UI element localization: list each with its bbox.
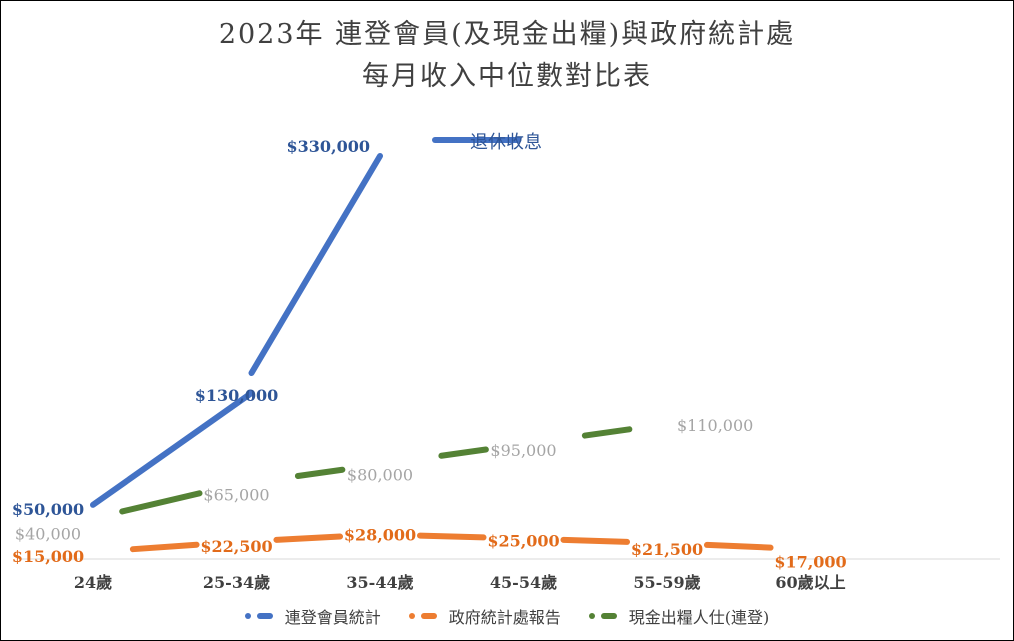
- series-line-segment: [90, 390, 255, 508]
- legend-item: 現金出糧人仕(連登): [588, 604, 770, 628]
- data-label: $110,000: [677, 416, 753, 435]
- chart-title: 2023年 連登會員(及現金出糧)與政府統計處 每月收入中位數對比表: [0, 14, 1014, 98]
- legend-item: 政府統計處報告: [408, 604, 561, 628]
- data-label: $40,000: [15, 524, 81, 543]
- legend-swatch: [408, 613, 443, 619]
- legend-swatch: [244, 613, 279, 619]
- data-label: $28,000: [344, 525, 416, 544]
- series-line-segment: [438, 446, 489, 459]
- chart-title-line1: 2023年 連登會員(及現金出糧)與政府統計處: [218, 19, 796, 50]
- series-line-segment: [416, 532, 487, 541]
- series-line-segment: [560, 536, 631, 545]
- data-label: $80,000: [347, 465, 413, 484]
- series-2: $15,000 $22,500 $28,000 $25,000 $21,500 $17,0…: [12, 525, 847, 571]
- legend-item: 連登會員統計: [244, 604, 381, 628]
- data-label: $95,000: [490, 441, 556, 460]
- data-label: $22,500: [200, 537, 272, 556]
- series-line-segment: [248, 153, 383, 376]
- series-line-segment: [294, 466, 346, 479]
- x-tick-label: 35-44歲: [346, 573, 413, 592]
- data-label: $21,500: [631, 540, 703, 559]
- series-line-segment: [581, 426, 633, 439]
- data-label: $15,000: [12, 547, 84, 566]
- chart-title-line2: 每月收入中位數對比表: [362, 61, 652, 92]
- data-label: $330,000: [287, 137, 371, 156]
- legend-label: 連登會員統計: [284, 608, 381, 627]
- series-line-segment: [119, 490, 203, 515]
- series-line-segment: [703, 541, 774, 551]
- legend-label: 現金出糧人仕(連登): [628, 608, 770, 627]
- x-tick-label: 24歲: [74, 573, 112, 592]
- data-label: $50,000: [12, 500, 84, 519]
- x-tick-label: 55-59歲: [633, 573, 700, 592]
- chart-legend: 連登會員統計 政府統計處報告 現金出糧人仕(連登): [0, 604, 1014, 628]
- data-label: $65,000: [203, 486, 269, 505]
- x-tick-label: 45-54歲: [490, 573, 557, 592]
- x-tick-label: 25-34歲: [203, 573, 270, 592]
- series-1: $50,000 $130,000 $330,000: [12, 137, 522, 519]
- series-line-segment: [129, 541, 200, 553]
- legend-label: 政府統計處報告: [448, 608, 561, 627]
- data-label: $130,000: [195, 386, 279, 405]
- data-label: $25,000: [487, 532, 559, 551]
- x-tick-label: 60歲以上: [775, 573, 845, 592]
- legend-swatch: [588, 613, 623, 619]
- annotation-label: 退休收息: [470, 132, 542, 153]
- series-line-segment: [273, 533, 344, 543]
- series-3: $40,000 $65,000 $80,000 $95,000 $110,000: [15, 416, 753, 543]
- data-label: $17,000: [774, 552, 846, 571]
